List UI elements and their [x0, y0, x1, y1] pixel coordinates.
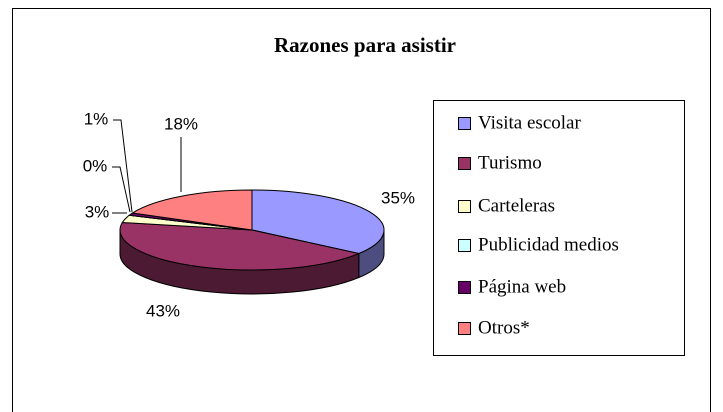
legend-swatch [458, 200, 471, 213]
slice [251, 189, 385, 255]
leader-lines [112, 119, 182, 214]
data-label: 18% [164, 114, 198, 133]
pie-tops [119, 189, 385, 271]
chart-title: Razones para asistir [274, 33, 456, 57]
data-label: 0% [83, 156, 108, 175]
legend-swatch [458, 281, 471, 294]
legend-label: Carteleras [478, 195, 555, 216]
legend-label: Visita escolar [478, 112, 581, 133]
legend-label: Turismo [478, 152, 542, 173]
legend-label: Publicidad medios [478, 234, 619, 255]
legend-swatch [458, 157, 471, 170]
slice [131, 189, 253, 231]
data-label: 1% [84, 109, 109, 128]
legend-label: Otros* [478, 317, 530, 338]
legend-swatch [458, 117, 471, 130]
legend-box [433, 100, 685, 356]
slice [119, 221, 361, 271]
legend-swatch [458, 322, 471, 335]
legend-label: Página web [478, 276, 566, 297]
leader-line [112, 166, 131, 213]
data-label: 35% [381, 188, 415, 207]
legend-swatch [458, 239, 471, 252]
data-label: 43% [146, 301, 180, 320]
data-label: 3% [85, 202, 110, 221]
leader-line [113, 119, 133, 213]
